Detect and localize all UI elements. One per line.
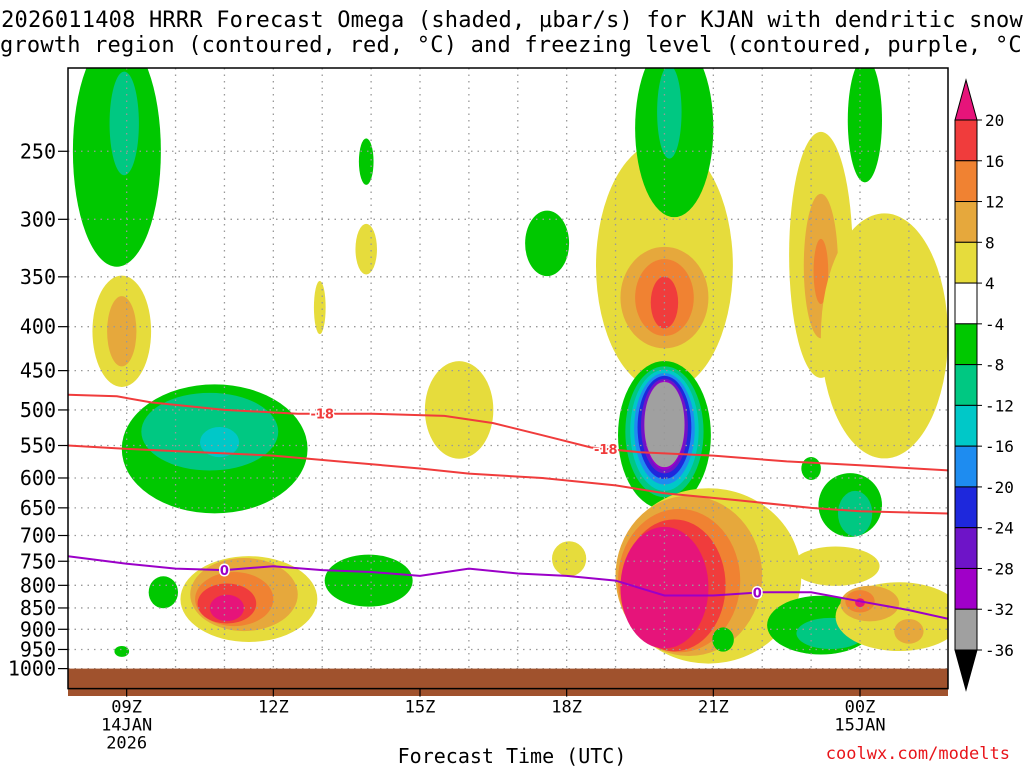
colorbar-label--32: -32: [985, 600, 1014, 619]
colorbar-band--20: [954, 445, 978, 488]
chart-title-line-2: growth region (contoured, red, °C) and f…: [0, 33, 1024, 58]
y-tick-label-750: 750: [20, 549, 56, 573]
y-tick-label-600: 600: [20, 466, 56, 490]
x-tick-label-18Z: 18Z: [551, 698, 582, 718]
colorbar-band--16: [954, 404, 978, 447]
omega-region-pos-1330-325: [355, 223, 377, 275]
colorbar-band--24: [954, 486, 978, 529]
colorbar-bottom-triangle: [954, 649, 978, 692]
x-tick-label-12Z: 12Z: [258, 698, 289, 718]
colorbar-band--8: [954, 323, 978, 366]
x-tick-label-15Z: 15Z: [405, 698, 436, 718]
omega-region-neg-1330-255: [358, 138, 374, 185]
colorbar-label--4: -4: [985, 315, 1004, 334]
y-tick-label-1000: 1000: [8, 657, 56, 681]
colorbar-label-16: 16: [985, 152, 1004, 171]
y-tick-label-300: 300: [20, 207, 56, 231]
colorbar-band--36: [954, 608, 978, 651]
colorbar-band--32: [954, 567, 978, 610]
source-watermark: coolwx.com/modelts: [825, 744, 1010, 764]
omega-region-pos-2400-410: [820, 213, 948, 459]
y-tick-label-550: 550: [20, 434, 56, 458]
x-tick-sublabel-09Z-0: 14JAN: [101, 716, 152, 736]
colorbar-band--12: [954, 364, 978, 406]
colorbar-band-12: [954, 160, 978, 203]
contour-dgz-upper: [68, 393, 948, 472]
chart-title-line-1: 2026011408 HRRR Forecast Omega (shaded, …: [1, 8, 1023, 33]
omega-region-neg-2130-920: [712, 627, 734, 652]
x-tick-label-00Z: 00Z: [845, 698, 876, 718]
omega-region-neg-1400-780: [324, 554, 413, 607]
omega-region-neg-0000-590: [801, 457, 821, 481]
ground-bar: [68, 668, 948, 696]
colorbar-label-8: 8: [985, 233, 995, 252]
omega-region-neg-2030-240b: [657, 68, 682, 159]
y-tick-label-450: 450: [20, 359, 56, 383]
x-tick-label-09Z: 09Z: [111, 698, 142, 718]
y-tick-label-800: 800: [20, 573, 56, 597]
omega-region-neg-0900-950: [114, 645, 130, 657]
y-tick-label-350: 350: [20, 265, 56, 289]
colorbar-band-8: [954, 201, 978, 243]
omega-region-neg-1030-820: [148, 576, 178, 609]
colorbar-label-4: 4: [985, 274, 995, 293]
omega-shading: [72, 68, 948, 664]
y-tick-label-650: 650: [20, 496, 56, 520]
y-axis: 2503003504004505005506006507007508008509…: [8, 139, 68, 681]
omega-region-pos-1130-820e: [209, 594, 244, 622]
colorbar-band-4: [954, 241, 978, 284]
omega-region-neg-2400-640b: [838, 490, 873, 537]
omega-region-neg-2345-230: [847, 68, 882, 183]
omega-region-neg-0830-250b: [109, 71, 139, 176]
colorbar-label--36: -36: [985, 641, 1014, 660]
colorbar-band-16: [954, 119, 978, 162]
colorbar-band--28: [954, 527, 978, 569]
contour-label-dgz-upper-0: -18: [310, 408, 334, 423]
colorbar-label--20: -20: [985, 478, 1014, 497]
y-tick-label-500: 500: [20, 398, 56, 422]
y-tick-label-850: 850: [20, 596, 56, 620]
omega-region-pos-2300-330c: [813, 238, 829, 305]
temperature-contours: -18 -18 0 0: [68, 393, 948, 620]
colorbar-label--8: -8: [985, 356, 1004, 375]
omega-region-pos-0900-405b: [107, 296, 137, 367]
omega-region-pos-0030-740: [791, 546, 880, 586]
y-tick-label-950: 950: [20, 637, 56, 661]
y-tick-label-400: 400: [20, 315, 56, 339]
x-tick-label-21Z: 21Z: [698, 698, 729, 718]
colorbar-label-20: 20: [985, 111, 1004, 130]
plot-border: [67, 67, 949, 690]
y-tick-label-700: 700: [20, 524, 56, 548]
omega-region-pos-1230-385: [313, 280, 326, 335]
ground-surface: [68, 668, 948, 696]
colorbar-band--4: [954, 282, 978, 325]
colorbar-label--12: -12: [985, 396, 1014, 415]
colorbar-label-12: 12: [985, 193, 1004, 212]
colorbar: 20 16 12 8 4 -4 -8 -12 -16 -20 -24 -28 -32 -36: [954, 78, 1014, 692]
y-tick-label-250: 250: [20, 139, 56, 163]
x-axis-label: Forecast Time (UTC): [397, 744, 627, 768]
omega-region-pos-1830-740: [552, 541, 587, 577]
contour-dgz-lower: [68, 444, 948, 515]
omega-region-neg-1000-540c: [200, 427, 240, 458]
contour-freezing-level: [68, 555, 948, 620]
omega-region-pos-2100-780e: [620, 526, 709, 649]
colorbar-label--16: -16: [985, 437, 1014, 456]
omega-region-pos-0150-920: [894, 618, 924, 644]
colorbar-label--24: -24: [985, 519, 1014, 538]
contour-label-freezing-level-0: 0: [220, 564, 229, 579]
x-tick-sublabel-00Z-0: 15JAN: [834, 716, 885, 736]
contour-label-freezing-level-1: 0: [753, 587, 762, 602]
plot-frame: [67, 67, 949, 690]
y-tick-label-900: 900: [20, 617, 56, 641]
omega-region-neg-1800-320: [525, 210, 570, 277]
colorbar-top-triangle: [954, 78, 978, 121]
colorbar-label--28: -28: [985, 559, 1014, 578]
contour-label-dgz-upper-1: -18: [594, 443, 618, 458]
x-tick-sublabel-09Z-1: 2026: [106, 734, 147, 754]
